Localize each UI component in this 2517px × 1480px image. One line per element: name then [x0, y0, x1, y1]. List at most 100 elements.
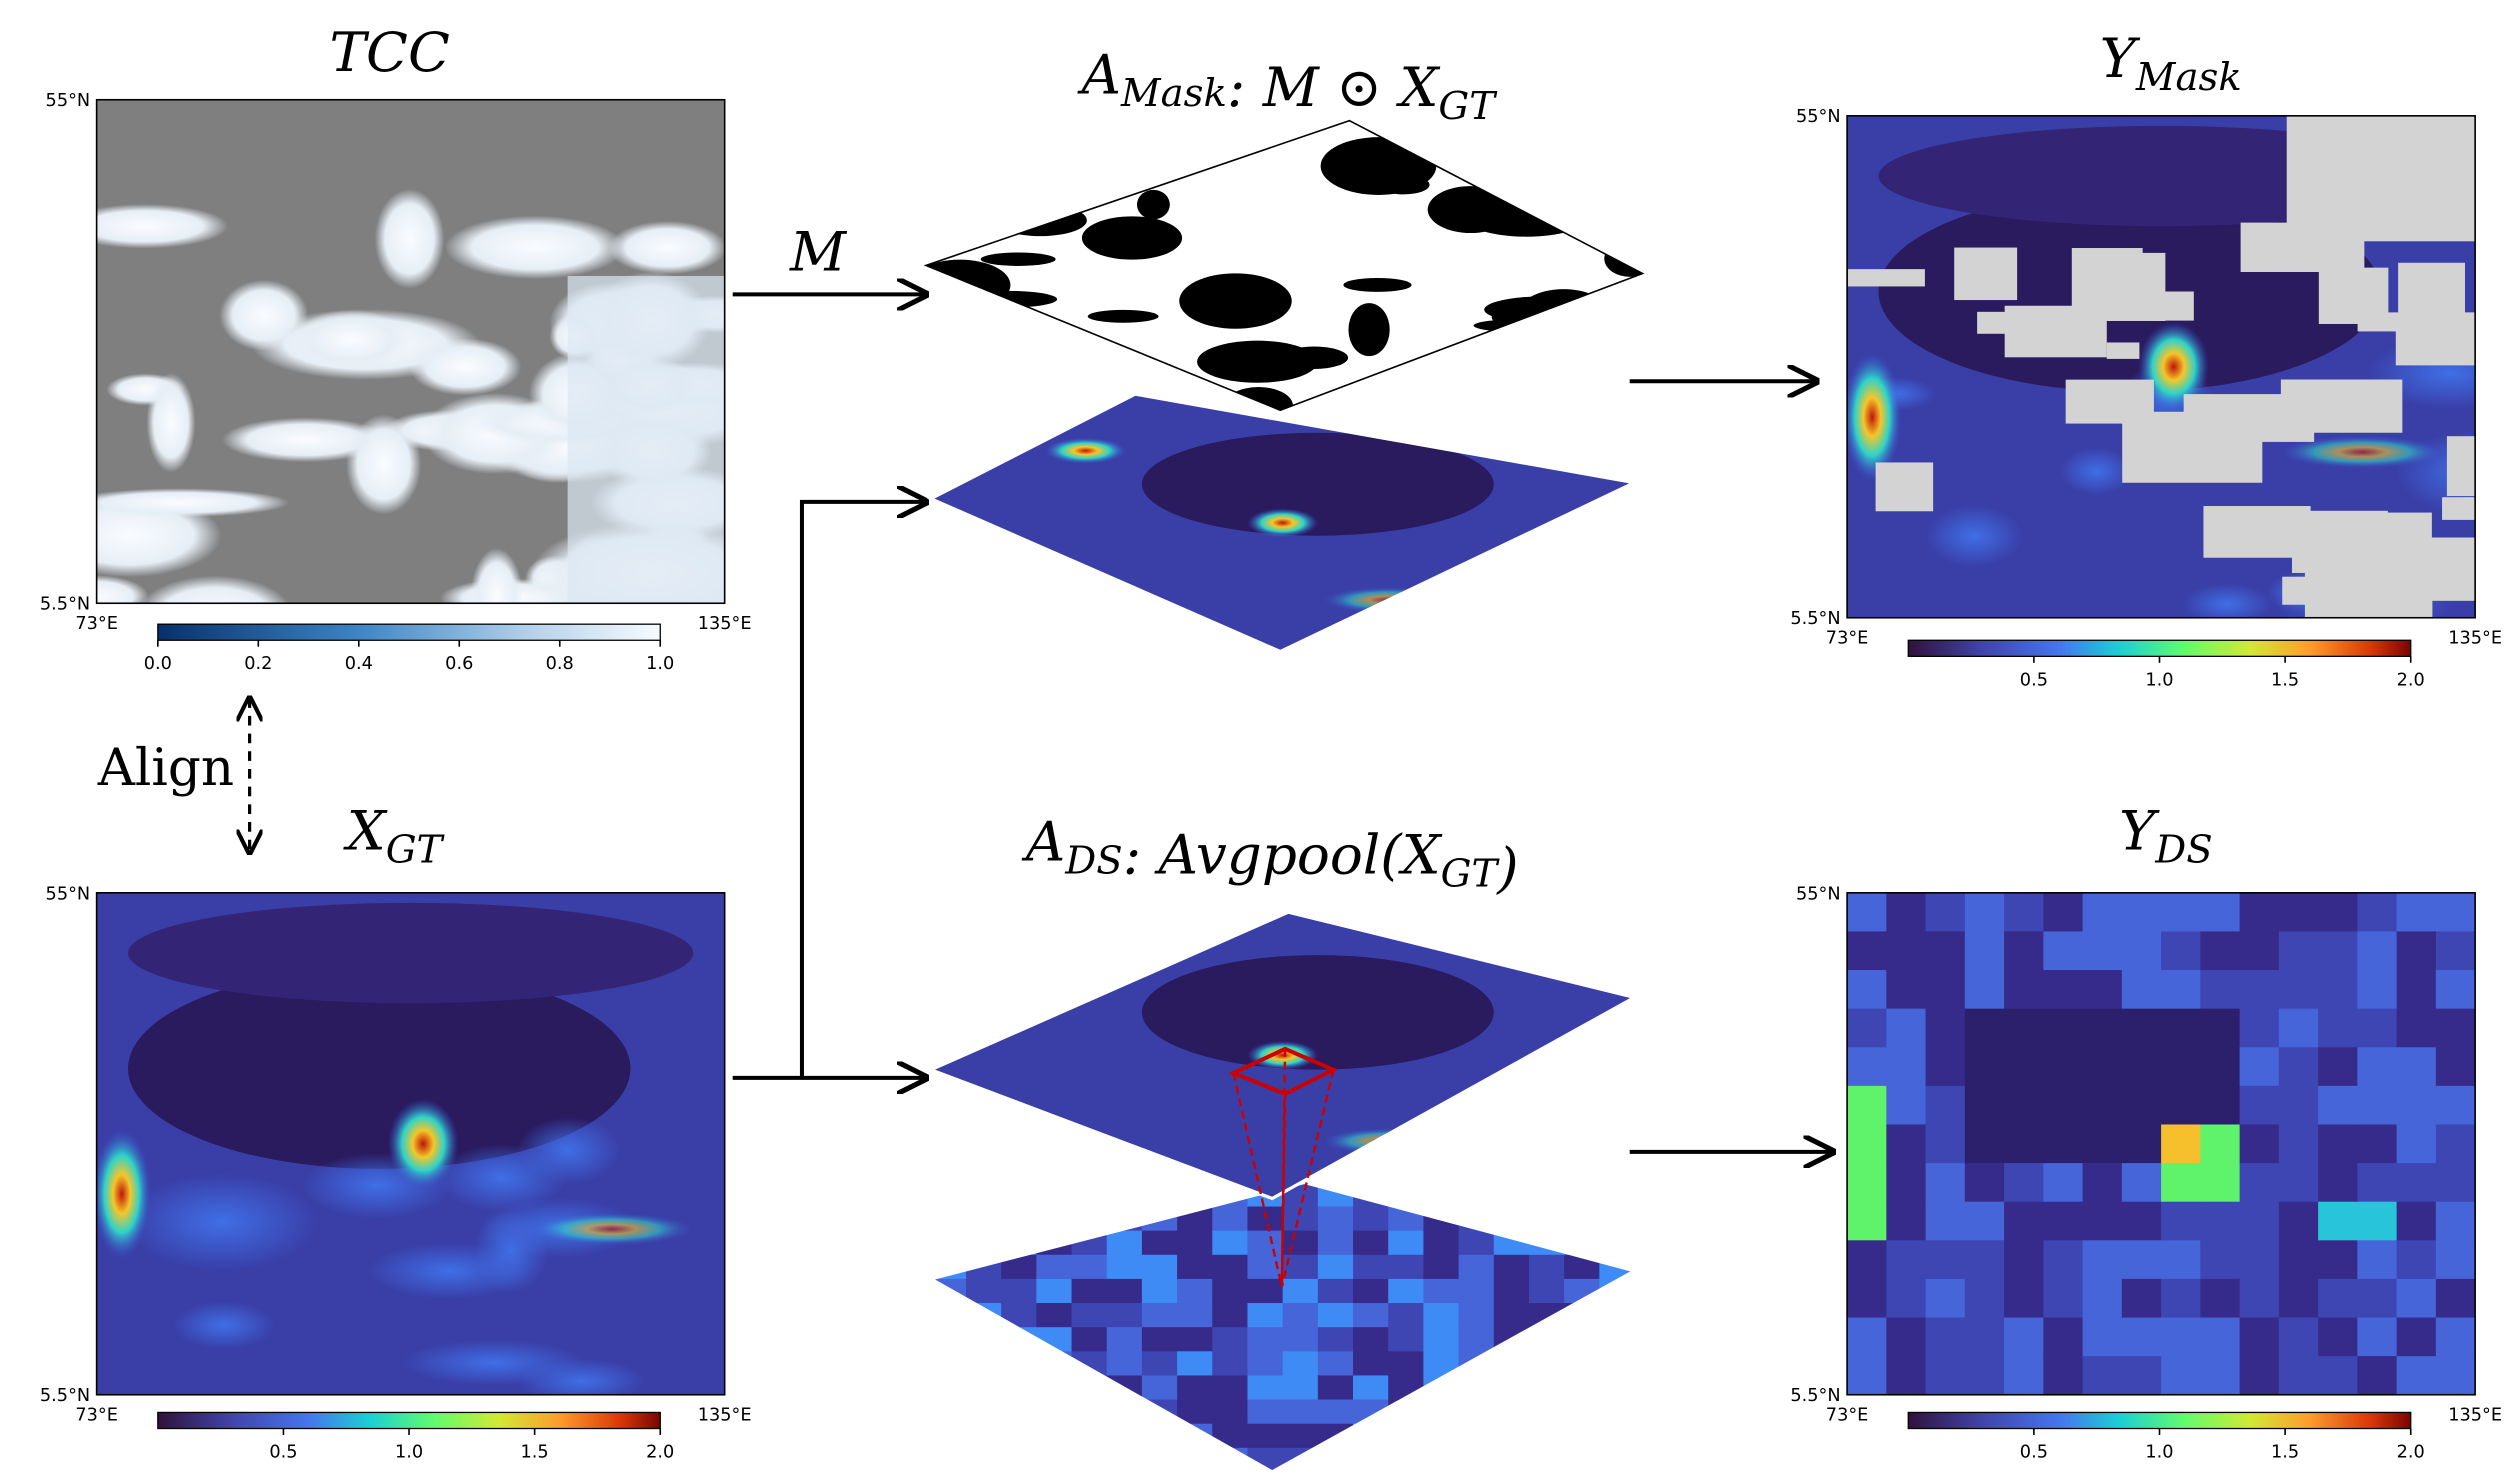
hot [1247, 1040, 1319, 1070]
layer-cell [1599, 1303, 1635, 1328]
lon-label: 135°E [2448, 1405, 2502, 1425]
cloud [96, 204, 229, 249]
map [1847, 892, 2476, 1395]
map-cell [2200, 1163, 2241, 1203]
layer-cell [1282, 1303, 1319, 1328]
panel-title: YDS [2119, 798, 2213, 872]
map-cell [2435, 1163, 2476, 1203]
panel-title: AMask: M ⊙ XGT [1077, 42, 1499, 129]
map-cell [2396, 1240, 2437, 1280]
layer-cell [1528, 1327, 1565, 1353]
map-cell [2357, 1201, 2398, 1242]
layer-cell [930, 1423, 967, 1449]
map-cell [2396, 1356, 2437, 1395]
layer-cell [1353, 1206, 1390, 1232]
map-cell [2200, 1317, 2241, 1357]
map-cell [2082, 1085, 2123, 1126]
layer-cell [1317, 1399, 1354, 1425]
map-cell [1847, 1124, 1888, 1164]
map-cell [2121, 1317, 2162, 1357]
map-cell [2239, 1163, 2280, 1203]
map [96, 892, 725, 1395]
map-cell [2043, 892, 2084, 933]
layer-cell [1212, 1230, 1249, 1256]
map-cell [2004, 1085, 2045, 1126]
map-cell [2004, 1163, 2045, 1203]
colorbar-tick-label: 0.2 [244, 654, 272, 674]
layer-cell [1106, 1278, 1143, 1304]
map-cell [2004, 1047, 2045, 1087]
mid [173, 1301, 275, 1349]
layer-cell [1071, 1182, 1108, 1208]
map-cell [2435, 1317, 2476, 1357]
hot [96, 1129, 151, 1259]
map-cell [1847, 1356, 1888, 1395]
title-part: X [343, 798, 388, 862]
map-cell [2043, 931, 2084, 971]
title-subscript: GT [1438, 84, 1498, 129]
masked [2288, 510, 2388, 533]
map-cell [2121, 1163, 2162, 1203]
title-subscript: Mask [2135, 55, 2242, 100]
map-cell [2004, 1201, 2045, 1242]
mask-blob [1378, 139, 1421, 161]
hot [387, 1098, 459, 1189]
colorbar-tick-label: 1.5 [521, 1442, 549, 1462]
map-cell [2004, 1124, 2045, 1164]
mask-blob [925, 259, 1011, 311]
layer-cell [1458, 1254, 1495, 1280]
map-cell [2121, 1008, 2162, 1049]
layer-cell [930, 1230, 967, 1256]
map-cell [1847, 892, 1888, 933]
layer-cell [1282, 1447, 1319, 1472]
lat-label: 55°N [46, 884, 91, 904]
layer-cell [1071, 1206, 1108, 1232]
layer-cell [1141, 1375, 1178, 1401]
map-cell [2161, 1278, 2202, 1319]
layer-cell [1071, 1278, 1108, 1304]
layer-cell [1177, 1230, 1214, 1256]
map-cell [1847, 1240, 1888, 1280]
map-cell [2435, 892, 2476, 933]
colorbar [157, 1411, 661, 1430]
map-cell [2318, 1163, 2359, 1203]
lon-label: 73°E [75, 614, 118, 634]
layer-cell [1317, 1375, 1354, 1401]
layer-cell [1493, 1254, 1530, 1280]
band [1323, 1128, 1453, 1155]
layer-cell [1282, 1230, 1319, 1256]
layer-cell [1458, 1447, 1495, 1472]
map-cell [2318, 1317, 2359, 1357]
map-cell [2435, 1356, 2476, 1395]
layer [925, 120, 1643, 411]
map-cell [1925, 1278, 1966, 1319]
map-cell [2200, 1085, 2241, 1126]
map-cell [1886, 1278, 1927, 1319]
colorbar [157, 623, 661, 641]
map-cell [2121, 1085, 2162, 1126]
map-cell [2082, 1047, 2123, 1087]
masked [2286, 115, 2476, 242]
layer-cell [1141, 1327, 1178, 1353]
layer-cell [1177, 1447, 1214, 1472]
panel-title: XGT [343, 798, 446, 872]
layer-cell [1423, 1399, 1460, 1425]
colorbar-tick-label: 1.0 [646, 654, 674, 674]
map-cell [2318, 1240, 2359, 1280]
cloud [139, 575, 290, 604]
layer-cell [1282, 1423, 1319, 1449]
map-cell [2357, 1278, 2398, 1319]
layer-frame [926, 910, 1639, 1201]
colorbar-tick-label: 1.0 [2145, 670, 2173, 690]
map-cell [2396, 1163, 2437, 1203]
layer-cell [1247, 1303, 1284, 1328]
cloud [444, 215, 626, 280]
map-cell [1886, 931, 1927, 971]
layer-cell [965, 1278, 1002, 1304]
map-cell [2278, 1085, 2319, 1126]
map-cell [2278, 1278, 2319, 1319]
map-cell [2396, 892, 2437, 933]
map-cell [2278, 1163, 2319, 1203]
layer-cell [1599, 1182, 1635, 1208]
low [128, 968, 631, 1169]
